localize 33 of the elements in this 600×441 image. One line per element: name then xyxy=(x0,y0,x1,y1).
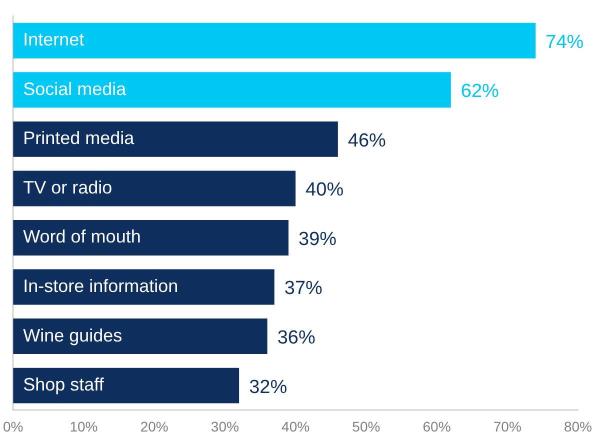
bar xyxy=(13,22,536,58)
x-tick-label: 60% xyxy=(422,418,451,434)
bar xyxy=(13,170,296,206)
data-label: 39% xyxy=(298,228,337,250)
y-tick-label: Printed media xyxy=(23,128,136,148)
y-tick-label: Social media xyxy=(23,78,128,99)
data-label: 40% xyxy=(306,180,344,201)
data-label: 36% xyxy=(277,328,316,349)
data-label: 74% xyxy=(546,32,584,53)
bar xyxy=(13,318,268,354)
y-tick-label: Wine guides xyxy=(23,325,122,346)
x-tick-label: 30% xyxy=(210,418,239,434)
x-tick-label: 0% xyxy=(3,418,24,434)
y-tick-label: Shop staff xyxy=(23,374,105,395)
bar xyxy=(13,121,338,157)
y-tick-label: Internet xyxy=(23,30,84,50)
x-tick-label: 50% xyxy=(352,418,380,434)
y-tick-label: Word of mouth xyxy=(23,226,141,247)
x-tick-label: 70% xyxy=(493,418,522,434)
data-label: 46% xyxy=(348,130,386,152)
x-tick-label: 20% xyxy=(140,418,168,434)
y-tick-label: In-store information xyxy=(23,276,178,296)
bar xyxy=(13,269,274,305)
x-tick-label: 10% xyxy=(70,418,98,434)
x-tick-label: 40% xyxy=(282,418,310,434)
data-label: 37% xyxy=(284,278,323,300)
x-tick-label: 80% xyxy=(564,418,592,434)
bar xyxy=(13,368,240,404)
y-tick-label: TV or radio xyxy=(23,177,112,198)
bar xyxy=(13,220,288,256)
data-label: 32% xyxy=(249,376,288,398)
data-label: 62% xyxy=(460,81,500,102)
bar xyxy=(13,72,451,108)
